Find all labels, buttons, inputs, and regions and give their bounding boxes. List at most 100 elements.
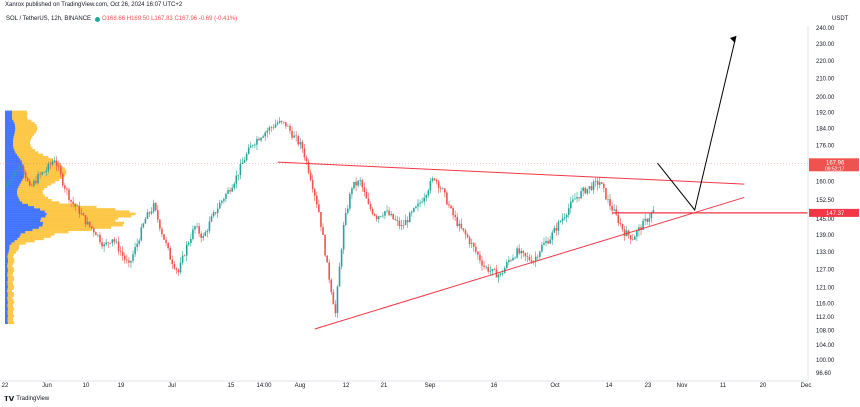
candle-body (452, 208, 454, 216)
volume-profile-bar (5, 303, 8, 306)
candle-body (194, 226, 196, 230)
time-axis[interactable]: 22 Jun 10 19 Jul 15 14:00 Aug 12 21 Sep 16 Oct 14 23 No… (0, 380, 812, 389)
candle-body (574, 198, 576, 200)
volume-profile-bar (22, 162, 61, 166)
ohlc-values: O168.66 H169.50 L167.83 C167.96 -0.69 (-… (102, 16, 238, 22)
candle-body (301, 141, 304, 149)
candle-body (419, 202, 421, 204)
candle-body (456, 217, 459, 227)
candle-body (609, 199, 611, 207)
volume-profile-bar (5, 276, 8, 279)
candle-body (181, 255, 184, 263)
volume-profile-bar (5, 305, 8, 309)
x-tick-label: Dec (801, 383, 812, 389)
candle-body (163, 234, 165, 240)
candle-body (268, 127, 271, 131)
volume-profile-bar (7, 301, 15, 304)
volume-profile-bar (5, 314, 8, 318)
candle-body (169, 248, 171, 260)
volume-profile-bar (7, 307, 15, 311)
volume-profile-bar (5, 115, 13, 118)
x-tick-label: 19 (118, 383, 125, 389)
candle-body (177, 269, 180, 273)
candle-body (497, 274, 500, 278)
candle-body (369, 204, 372, 209)
volume-profile-bar (7, 312, 14, 315)
x-tick-label: Oct (550, 383, 560, 389)
x-tick-label: 14 (606, 383, 613, 389)
volume-profile-bar (5, 280, 8, 284)
price-axis[interactable]: 96.60 100.00 104.00 108.00 112.00 116.00 121.0… (807, 26, 835, 381)
volume-profile-bar (17, 237, 44, 241)
candle-body (349, 193, 351, 209)
candle-body (128, 260, 130, 263)
candle-body (49, 163, 52, 165)
volume-profile-bar (12, 115, 27, 118)
y-tick-label: 152.50 (816, 198, 835, 204)
volume-profile-bar (25, 230, 69, 234)
candle-body (351, 188, 353, 194)
candle-body (446, 192, 448, 205)
candle-body (563, 217, 566, 219)
volume-profile-bar (5, 155, 19, 159)
candle-body (41, 172, 43, 175)
volume-profile-bar (5, 165, 24, 168)
candle-body (252, 145, 254, 146)
candle-body (528, 256, 531, 261)
candle-body (413, 208, 415, 212)
candle-body (229, 190, 231, 192)
volume-profile-bar (42, 223, 123, 227)
candle-body (328, 262, 331, 280)
volume-profile-bar (5, 244, 10, 247)
volume-profile-bar (40, 219, 116, 223)
volume-profile-bar (5, 223, 43, 227)
volume-profile-bar (5, 112, 13, 116)
candle-body (536, 256, 539, 258)
volume-profile-bar (5, 287, 8, 291)
candle-body (427, 190, 430, 196)
volume-profile-bar (5, 196, 19, 200)
candle-body (483, 265, 485, 268)
candle-body (66, 188, 68, 190)
volume-profile-bar (14, 239, 35, 243)
candle-body (245, 153, 248, 161)
candle-body (600, 182, 603, 184)
candle-body (190, 239, 192, 243)
volume-profile-bar (5, 271, 8, 275)
x-tick-label: Aug (295, 383, 306, 389)
volume-profile-bar (9, 246, 20, 250)
volume-profile-bar (5, 312, 8, 315)
candle-body (400, 225, 403, 227)
candle-body (173, 263, 176, 269)
x-tick-label: Sep (425, 383, 436, 389)
volume-profile-bar (5, 212, 47, 216)
candle-body (18, 165, 21, 171)
candle-body (262, 136, 264, 138)
candle-body (576, 197, 578, 199)
candle-body (596, 181, 599, 185)
volume-profile-bar (7, 271, 14, 275)
y-tick-label: 220.00 (816, 59, 835, 65)
candle-body (237, 174, 240, 176)
candle-body (47, 163, 50, 171)
candle-body (121, 251, 124, 256)
volume-profile-bar (17, 194, 45, 198)
candle-body (28, 181, 31, 186)
candle-body (580, 191, 582, 199)
candle-body (134, 247, 136, 255)
candle-body (433, 178, 436, 180)
candle-body (342, 224, 345, 250)
candle-body (539, 251, 541, 257)
candle-body (485, 266, 487, 268)
candle-body (16, 170, 19, 172)
footer: 𝗧𝗩 TradingView (4, 395, 49, 403)
candle-body (406, 220, 409, 223)
candle-body (353, 181, 355, 189)
countdown-text: 09:52:17 (825, 166, 845, 172)
symbol-label[interactable]: SOL / TetherUS, 12h, BINANCE (6, 16, 92, 22)
candle-body (631, 239, 634, 241)
candle-body (510, 260, 512, 261)
volume-profile-bar (7, 289, 12, 293)
candle-body (472, 243, 475, 247)
